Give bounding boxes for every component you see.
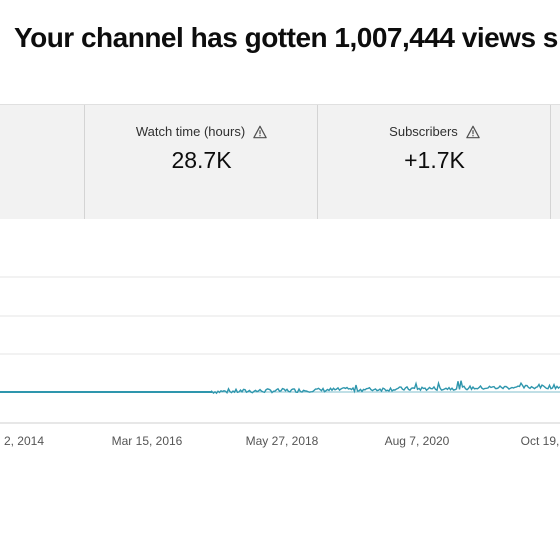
x-tick-label: 2, 2014 xyxy=(4,434,44,448)
metric-label: Watch time (hours) xyxy=(135,124,246,139)
x-tick-label: Mar 15, 2016 xyxy=(112,434,183,448)
x-tick-label: Oct 19, xyxy=(521,434,560,448)
x-tick-label: May 27, 2018 xyxy=(246,434,319,448)
warning-icon[interactable] xyxy=(253,125,267,139)
metric-card-subscribers[interactable]: Subscribers +1.7K xyxy=(317,105,551,219)
x-tick-label: Aug 7, 2020 xyxy=(385,434,450,448)
metric-card-partial[interactable] xyxy=(550,105,560,219)
metric-value: +1.7K xyxy=(404,147,465,173)
series-line xyxy=(211,380,560,395)
metric-label-row: Watch time (hours) xyxy=(136,124,267,139)
metric-card-watch-time[interactable]: Watch time (hours) 28.7K xyxy=(84,105,318,219)
metric-card-views[interactable] xyxy=(0,105,85,219)
metric-label: Subscribers xyxy=(389,124,458,139)
metric-value: 28.7K xyxy=(171,147,232,173)
warning-icon[interactable] xyxy=(466,125,480,139)
metrics-bar: Watch time (hours) 28.7K Subscribers +1.… xyxy=(0,104,560,219)
page-headline: Your channel has gotten 1,007,444 views … xyxy=(14,22,558,53)
metric-label-row: Subscribers xyxy=(389,124,480,139)
views-line-chart: 2, 2014 Mar 15, 2016 May 27, 2018 Aug 7, 20… xyxy=(0,276,560,448)
